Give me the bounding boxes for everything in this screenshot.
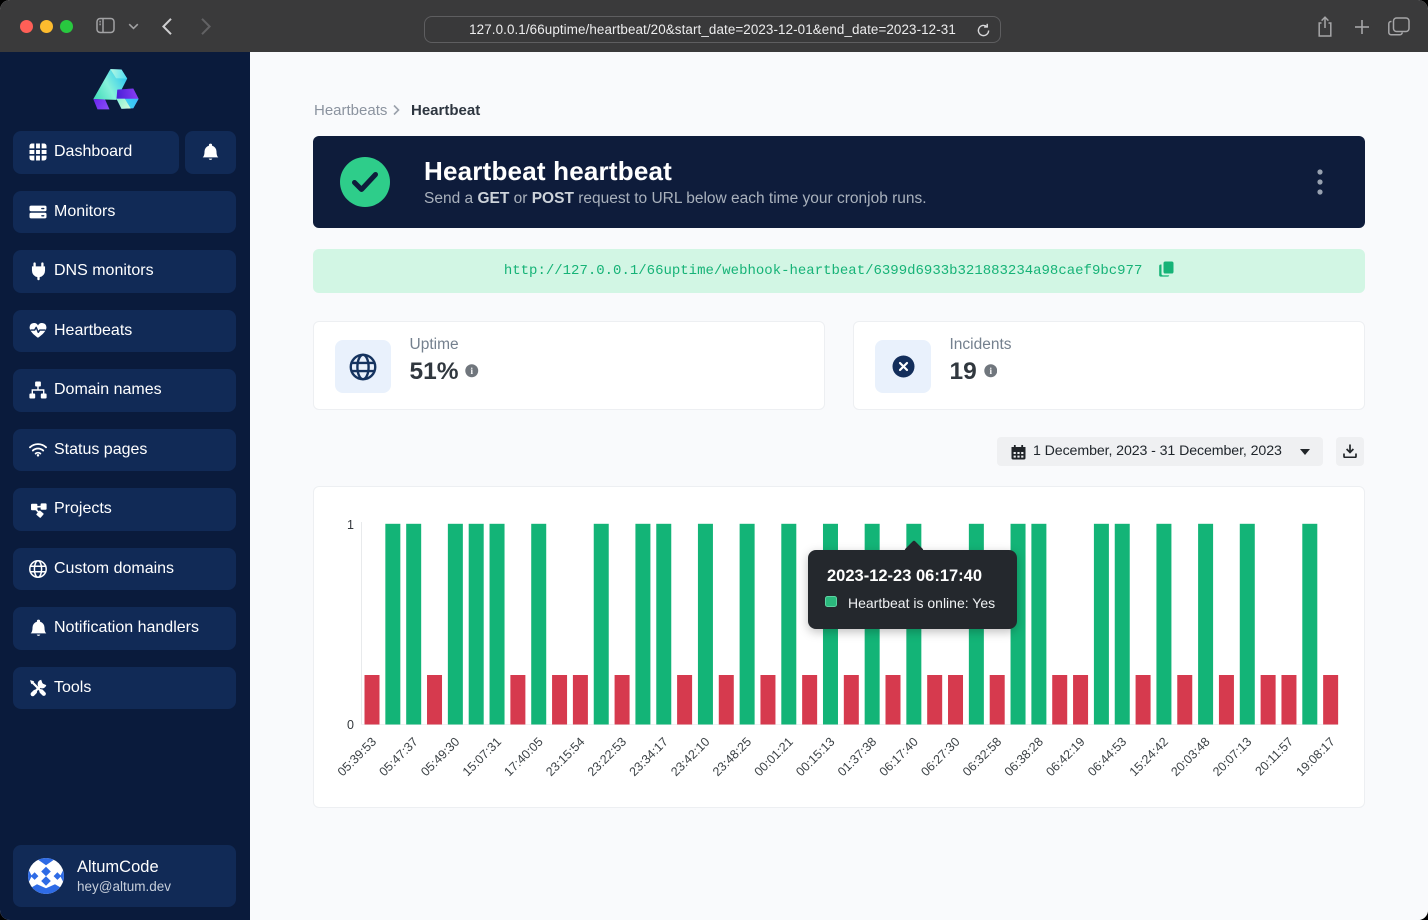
svg-text:20:11:57: 20:11:57 xyxy=(1252,735,1296,779)
svg-text:15:24:42: 15:24:42 xyxy=(1127,735,1171,779)
svg-text:23:15:54: 23:15:54 xyxy=(543,735,587,779)
svg-text:06:44:53: 06:44:53 xyxy=(1085,735,1129,779)
svg-text:0: 0 xyxy=(347,718,354,732)
svg-text:23:48:25: 23:48:25 xyxy=(710,735,754,779)
svg-text:06:42:19: 06:42:19 xyxy=(1043,735,1087,779)
svg-text:i: i xyxy=(471,366,474,376)
svg-text:15:07:31: 15:07:31 xyxy=(460,735,504,779)
svg-text:17:40:05: 17:40:05 xyxy=(502,735,546,779)
svg-text:05:47:37: 05:47:37 xyxy=(376,735,420,779)
svg-text:20:03:48: 20:03:48 xyxy=(1168,735,1212,779)
svg-text:i: i xyxy=(989,366,992,376)
svg-text:23:42:10: 23:42:10 xyxy=(668,735,712,779)
svg-text:23:34:17: 23:34:17 xyxy=(627,735,671,779)
svg-text:05:49:30: 05:49:30 xyxy=(418,735,462,779)
svg-text:23:22:53: 23:22:53 xyxy=(585,735,629,779)
svg-text:06:27:30: 06:27:30 xyxy=(918,735,962,779)
svg-text:06:32:58: 06:32:58 xyxy=(960,735,1004,779)
svg-text:00:15:13: 00:15:13 xyxy=(793,735,837,779)
svg-text:05:39:53: 05:39:53 xyxy=(335,735,379,779)
svg-text:06:17:40: 06:17:40 xyxy=(877,735,921,779)
svg-text:19:08:17: 19:08:17 xyxy=(1293,735,1337,779)
svg-text:00:01:21: 00:01:21 xyxy=(752,735,796,779)
svg-text:20:07:13: 20:07:13 xyxy=(1210,735,1254,779)
svg-text:1: 1 xyxy=(347,518,354,532)
svg-text:01:37:38: 01:37:38 xyxy=(835,735,879,779)
svg-text:06:38:28: 06:38:28 xyxy=(1002,735,1046,779)
